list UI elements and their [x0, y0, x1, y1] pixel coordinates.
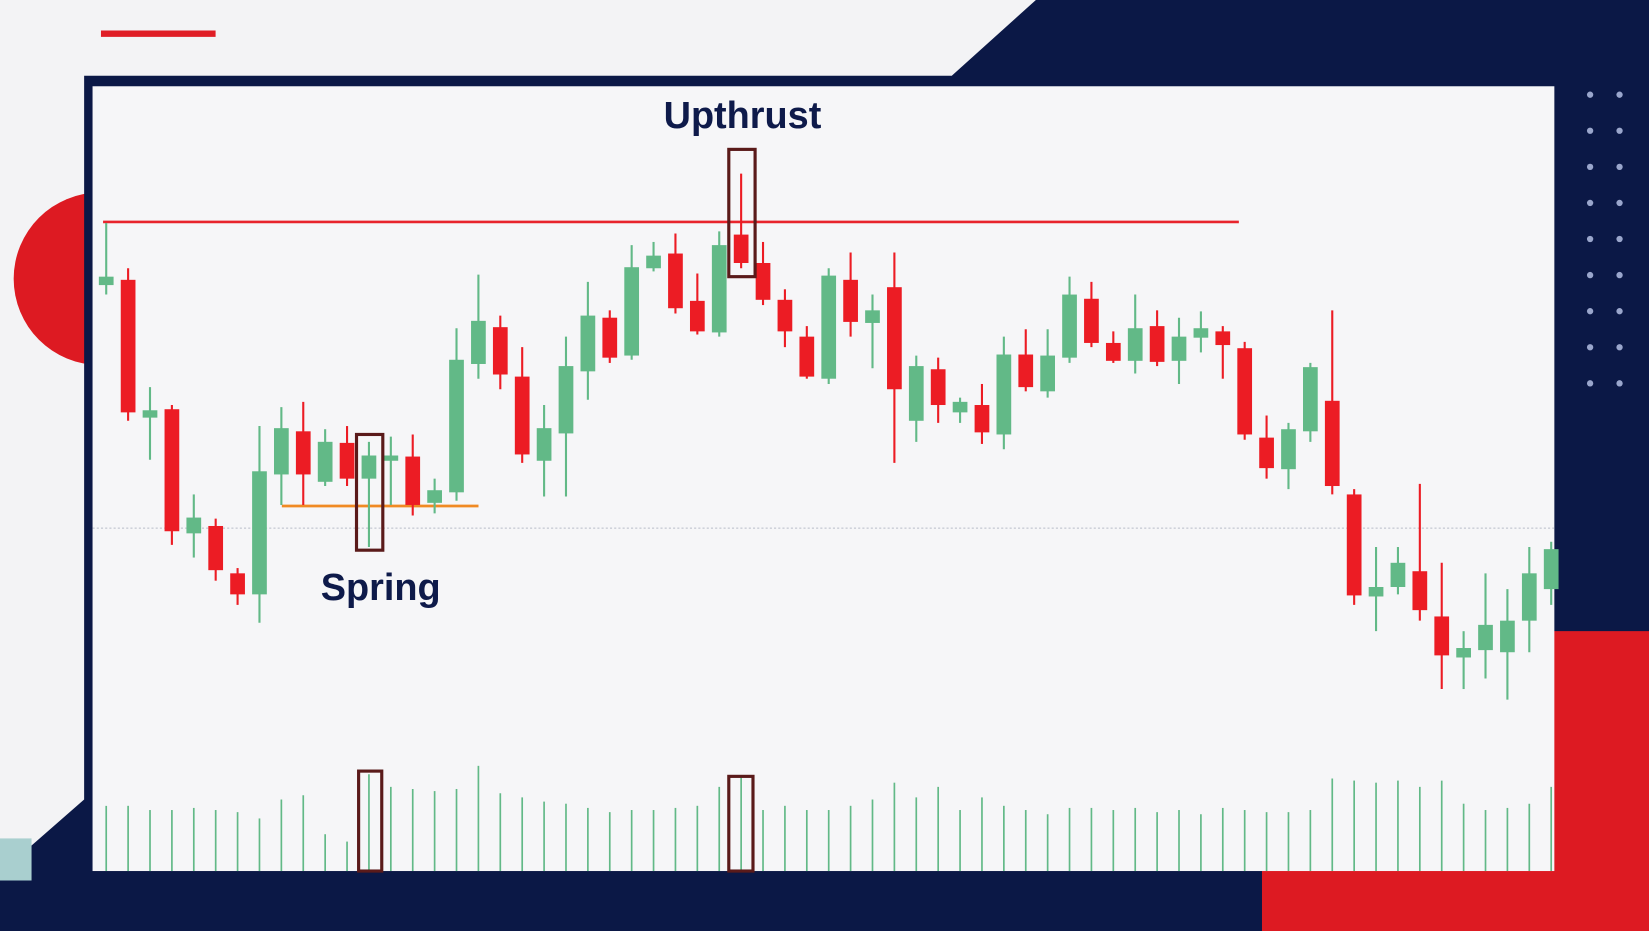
- candle-body: [908, 366, 924, 421]
- candle-body: [1390, 562, 1406, 588]
- annotation: Spring: [321, 567, 441, 609]
- decor-dot: [1616, 308, 1623, 315]
- candle-body: [142, 410, 158, 418]
- candle-body: [1303, 367, 1318, 432]
- candle-body: [274, 428, 289, 475]
- decor-dot: [1616, 344, 1623, 351]
- decor-dot: [1616, 199, 1623, 207]
- annotation: Upthrust: [664, 95, 822, 137]
- decor-dot: [1616, 163, 1623, 170]
- decor-dot: [1586, 91, 1594, 98]
- candle-body: [1434, 616, 1450, 656]
- candle-body: [295, 431, 311, 475]
- candle-body: [427, 490, 442, 503]
- decor-dot: [1586, 127, 1594, 134]
- candle-body: [186, 517, 202, 534]
- spring-volume-box: [357, 769, 384, 873]
- candle-body: [1062, 294, 1077, 358]
- candle-body: [1193, 328, 1209, 338]
- candle-body: [1521, 573, 1537, 621]
- decor-teal: [0, 838, 32, 881]
- candle-body: [1215, 331, 1231, 346]
- candle-body: [514, 376, 530, 455]
- candle-body: [996, 354, 1012, 435]
- decor-dot: [1586, 344, 1594, 351]
- candle-body: [1412, 571, 1428, 611]
- candle-body: [1346, 494, 1362, 596]
- candle-body: [689, 300, 705, 332]
- candle-body: [252, 471, 267, 595]
- candle-body: [449, 359, 464, 493]
- candle-body: [799, 336, 815, 377]
- spring-box: [354, 432, 385, 552]
- candle-body: [1543, 549, 1559, 590]
- candle-body: [1018, 354, 1034, 388]
- candle-body: [580, 315, 596, 372]
- candle-body: [1281, 429, 1296, 470]
- candle-body: [558, 366, 574, 434]
- candle-body: [865, 310, 880, 323]
- candle-body: [98, 276, 114, 286]
- candle-body: [887, 287, 902, 390]
- candle-body: [230, 573, 245, 595]
- candle-body: [711, 245, 727, 333]
- decor-dot: [1586, 308, 1594, 315]
- candle-body: [120, 279, 136, 413]
- decor-dot: [1616, 271, 1623, 279]
- candle-body: [317, 441, 333, 482]
- chart-panel: [92, 86, 1555, 872]
- candle-body: [1084, 298, 1099, 343]
- candle-body: [755, 262, 771, 300]
- candle-body: [1127, 328, 1143, 361]
- decor-dot: [1586, 235, 1594, 243]
- candle-body: [821, 275, 837, 379]
- decor-dot: [1586, 271, 1594, 279]
- decor-dot: [1586, 199, 1594, 207]
- candle-body: [1324, 400, 1340, 487]
- candle-body: [1171, 336, 1187, 361]
- candle-body: [361, 455, 377, 479]
- candle-body: [164, 409, 180, 532]
- candle-body: [492, 327, 508, 375]
- decor-dot: [1616, 127, 1623, 134]
- candle-body: [1105, 342, 1121, 361]
- candle-body: [733, 234, 749, 263]
- candle-body: [1237, 348, 1253, 435]
- candle-body: [843, 279, 858, 322]
- candle-body: [339, 442, 355, 479]
- candle-body: [208, 525, 224, 571]
- candle-body: [602, 317, 618, 358]
- plot-area: [92, 173, 1559, 872]
- candle-body: [1149, 326, 1165, 362]
- candle-body: [952, 401, 968, 413]
- candle-body: [930, 369, 946, 406]
- upthrust-box: [727, 147, 757, 279]
- candle-body: [471, 320, 486, 364]
- candle-body: [405, 456, 421, 505]
- upthrust-volume-box: [727, 774, 755, 873]
- candle-body: [1368, 587, 1384, 597]
- decor-dot: [1586, 163, 1594, 170]
- candle-body: [1259, 437, 1274, 469]
- candle-body: [777, 299, 793, 332]
- candle-body: [536, 428, 552, 461]
- decor-dot: [1586, 380, 1594, 387]
- candle-body: [383, 455, 399, 461]
- candle-body: [646, 255, 661, 269]
- candle-body: [1040, 355, 1056, 392]
- decor-dot: [1616, 235, 1623, 243]
- candle-body: [1456, 648, 1471, 658]
- candle-body: [974, 405, 990, 433]
- candle-body: [624, 267, 640, 356]
- candle-body: [668, 253, 683, 309]
- decor-dots: [1586, 91, 1623, 387]
- decor-dot: [1616, 91, 1623, 98]
- candle-body: [1478, 624, 1493, 651]
- candle-body: [1500, 620, 1515, 653]
- decor-dot: [1616, 380, 1623, 387]
